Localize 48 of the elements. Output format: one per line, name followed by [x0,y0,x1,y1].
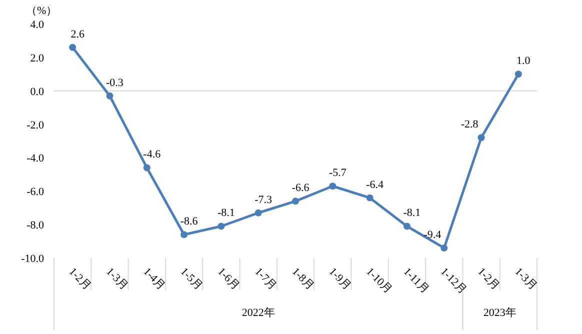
point [329,182,336,190]
point [106,92,114,100]
text: -2.8 [460,118,478,131]
x-tick-label: 1-5月 [178,266,205,292]
text: -4.6 [143,148,161,161]
text: -9.4 [424,228,442,241]
x-tick-label: 1-2月 [66,266,94,292]
text: -0.3 [106,76,124,89]
text: -8.6 [180,216,198,228]
point [478,134,485,142]
x-tick-label: 1-6月 [215,266,242,292]
x-tick-label: 1-2月 [475,266,502,292]
x-tick-label: 1-12月 [438,266,469,296]
point [514,70,522,78]
text: -6.6 [292,182,310,194]
text: 2023年 [483,307,516,319]
text: 1.0 [516,55,530,68]
text: -8.1 [403,207,421,220]
text: -8.1 [217,207,235,220]
x-tick-label: 1-8月 [289,266,316,292]
point [292,198,299,205]
x-tick-label: 1-4月 [140,266,168,292]
y-tick-label: -4.0 [26,152,44,165]
y-tick-label: 4.0 [30,19,44,31]
text: -7.3 [254,194,272,206]
point [440,244,448,252]
point [69,44,76,51]
text: 2022年 [242,307,275,319]
x-tick-label: 1-9月 [326,266,354,292]
point [366,194,374,202]
x-tick-label: 1-3月 [512,266,539,292]
x-tick-label: 1-3月 [104,266,130,292]
point [254,209,262,216]
x-tick-label: 1-7月 [252,266,279,292]
point [403,222,410,230]
y-tick-label: 0.0 [30,86,44,98]
text: -6.4 [366,178,384,191]
point [180,231,188,238]
y-tick-label: -8.0 [26,220,44,232]
y-tick-label: -6.0 [26,186,44,198]
y-tick-label: -10.0 [21,253,44,265]
y-tick-label: 2.0 [30,52,44,64]
point [218,222,225,230]
text: -5.7 [328,167,346,180]
point [143,164,150,172]
y-tick-label: -2.0 [26,119,44,132]
text: 2.6 [70,28,84,40]
y-axis-title: （%） [26,5,58,17]
